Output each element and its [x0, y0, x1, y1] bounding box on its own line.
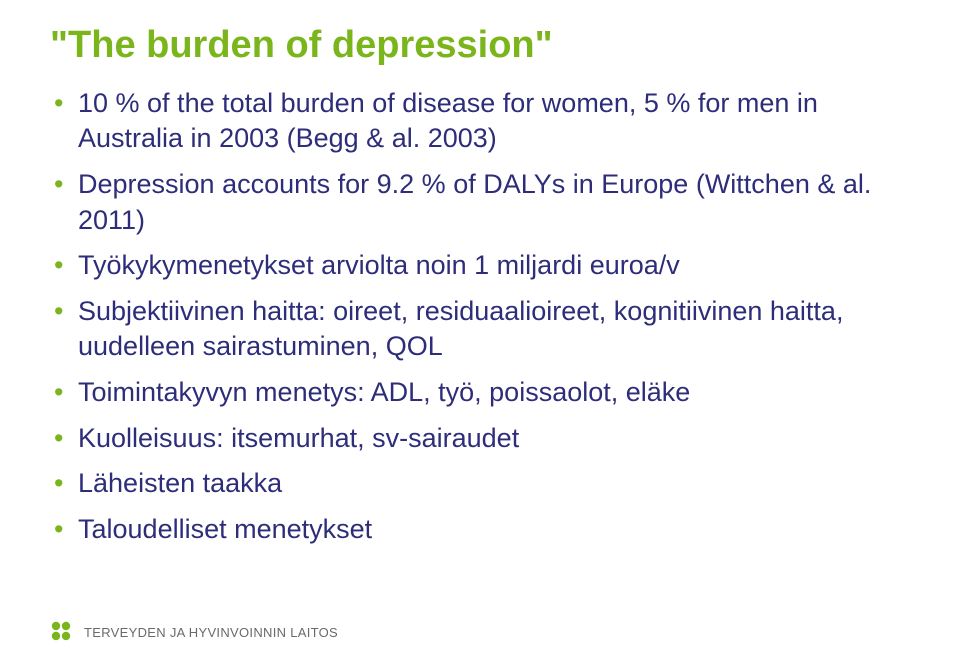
list-item: Subjektiivinen haitta: oireet, residuaal… — [50, 294, 910, 365]
bullet-text: Läheisten taakka — [78, 468, 282, 498]
slide-title: "The burden of depression" — [50, 24, 910, 68]
bullet-text: Taloudelliset menetykset — [78, 514, 372, 544]
list-item: Toimintakyvyn menetys: ADL, työ, poissao… — [50, 375, 910, 411]
bullet-text: Työkykymenetykset arviolta noin 1 miljar… — [78, 250, 680, 280]
list-item: Taloudelliset menetykset — [50, 512, 910, 548]
bullet-text: Depression accounts for 9.2 % of DALYs i… — [78, 169, 871, 235]
bullet-text: Subjektiivinen haitta: oireet, residuaal… — [78, 296, 843, 362]
bullet-text: Kuolleisuus: itsemurhat, sv-sairaudet — [78, 423, 519, 453]
list-item: Kuolleisuus: itsemurhat, sv-sairaudet — [50, 421, 910, 457]
slide: "The burden of depression" 10 % of the t… — [0, 0, 960, 666]
bullet-list: 10 % of the total burden of disease for … — [50, 86, 910, 548]
footer-org-name: TERVEYDEN JA HYVINVOINNIN LAITOS — [84, 625, 338, 640]
list-item: 10 % of the total burden of disease for … — [50, 86, 910, 157]
list-item: Läheisten taakka — [50, 466, 910, 502]
bullet-text: 10 % of the total burden of disease for … — [78, 88, 818, 154]
list-item: Depression accounts for 9.2 % of DALYs i… — [50, 167, 910, 238]
thl-logo-icon — [50, 620, 74, 644]
list-item: Työkykymenetykset arviolta noin 1 miljar… — [50, 248, 910, 284]
footer-logo: TERVEYDEN JA HYVINVOINNIN LAITOS — [50, 620, 338, 644]
bullet-text: Toimintakyvyn menetys: ADL, työ, poissao… — [78, 377, 690, 407]
